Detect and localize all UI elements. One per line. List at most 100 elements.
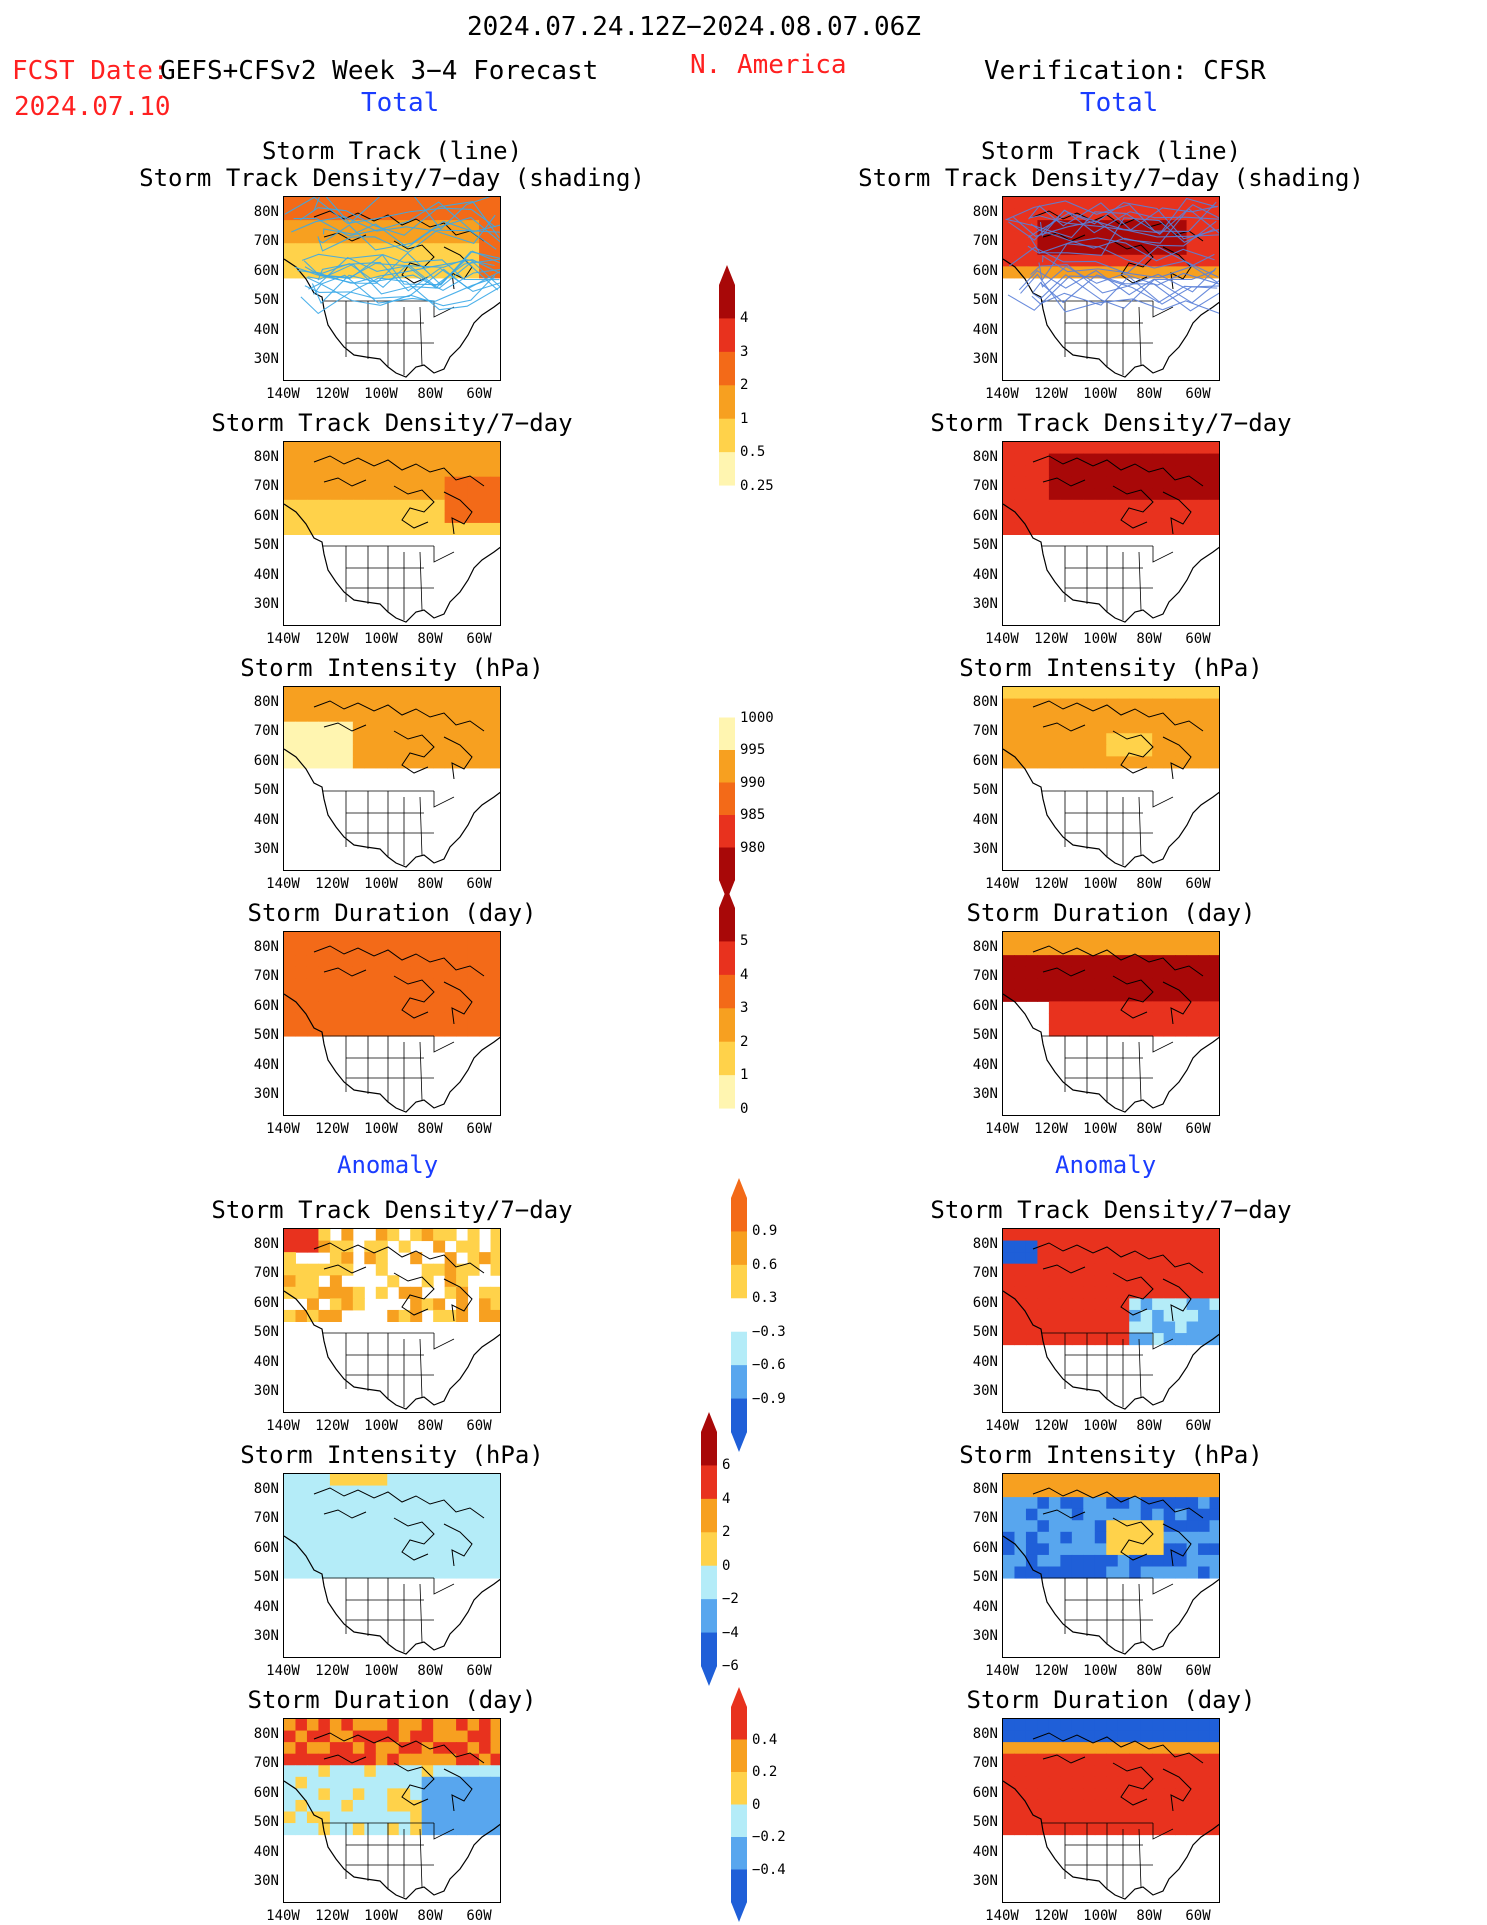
lat-tick-label: 30N <box>972 1383 998 1400</box>
shaded-cell <box>352 1497 365 1510</box>
shaded-cell <box>1152 1531 1165 1544</box>
shaded-cell <box>490 266 500 279</box>
shaded-cell <box>421 1531 434 1544</box>
lat-tick-label: 80N <box>253 204 279 220</box>
shaded-cell <box>1003 243 1015 256</box>
shaded-cell <box>341 1753 354 1766</box>
shaded-cell <box>341 266 354 279</box>
shaded-cell <box>398 1811 411 1824</box>
shaded-cell <box>1186 243 1199 256</box>
shaded-cell <box>1060 1554 1073 1567</box>
shaded-cell <box>1175 1554 1188 1567</box>
shaded-cell <box>1094 1776 1107 1789</box>
shaded-cell <box>444 499 457 512</box>
shaded-cell <box>421 698 434 711</box>
shaded-cell <box>1003 220 1015 233</box>
shaded-cell <box>295 476 308 489</box>
shaded-cell <box>1163 698 1176 711</box>
shaded-cell <box>1071 499 1084 512</box>
shaded-cell <box>295 1474 308 1487</box>
shaded-cell <box>1060 1753 1073 1766</box>
shaded-cell <box>433 488 446 501</box>
shaded-cell <box>490 1566 500 1579</box>
colorbar-segment <box>719 908 735 942</box>
shaded-cell <box>1152 687 1165 700</box>
shaded-cell <box>1129 1566 1142 1579</box>
shaded-cell <box>444 208 457 221</box>
shaded-cell <box>1003 756 1015 769</box>
lon-tick-label: 120W <box>1034 1121 1068 1137</box>
shaded-cell <box>364 1474 377 1487</box>
shaded-cell <box>352 1799 365 1812</box>
shaded-cell <box>479 511 492 524</box>
shaded-cell <box>318 1730 331 1743</box>
shaded-cell <box>375 721 388 734</box>
shaded-cell <box>1094 453 1107 466</box>
shaded-cell <box>1071 756 1084 769</box>
colorbar-label: −0.6 <box>752 1357 786 1374</box>
colorbar-segment <box>701 1599 717 1634</box>
lat-tick-label: 70N <box>972 478 998 495</box>
shaded-cell <box>387 1554 400 1567</box>
lat-tick-label: 30N <box>253 596 279 613</box>
shaded-cell <box>318 710 331 723</box>
shaded-cell <box>1186 1252 1199 1265</box>
shaded-cell <box>490 1012 500 1025</box>
shaded-cell <box>456 1742 469 1755</box>
shaded-cell <box>387 1531 400 1544</box>
shaded-cell <box>1163 442 1176 455</box>
shaded-cell <box>1003 522 1015 535</box>
shaded-cell <box>1094 710 1107 723</box>
shaded-cell <box>306 733 319 746</box>
shaded-cell <box>467 744 480 757</box>
shaded-cell <box>1025 1474 1038 1487</box>
shaded-cell <box>1198 744 1211 757</box>
shaded-cell <box>1209 733 1219 746</box>
shaded-cell <box>1071 733 1084 746</box>
shaded-cell <box>1083 1263 1096 1276</box>
shaded-cell <box>329 744 342 757</box>
shaded-cell <box>1048 1263 1061 1276</box>
shaded-cell <box>1037 733 1050 746</box>
lat-tick-label: 60N <box>253 1784 279 1801</box>
lon-tick-label: 120W <box>1034 876 1068 892</box>
shaded-cell <box>1186 710 1199 723</box>
shaded-cell <box>1037 1309 1050 1322</box>
shaded-cell <box>456 1811 469 1824</box>
shaded-cell <box>467 1823 480 1836</box>
shaded-cell <box>318 687 331 700</box>
shaded-cell <box>1094 1024 1107 1037</box>
colorbar-segment <box>731 1298 747 1333</box>
shaded-cell <box>1094 756 1107 769</box>
lat-tick-label: 70N <box>972 723 998 740</box>
lon-tick-label: 120W <box>315 876 349 892</box>
shaded-cell <box>306 1811 319 1824</box>
shaded-cell <box>456 1543 469 1556</box>
shaded-cell <box>433 442 446 455</box>
shaded-cell <box>1048 978 1061 991</box>
shaded-cell <box>410 978 423 991</box>
shaded-cell <box>352 1474 365 1487</box>
shaded-cell <box>410 687 423 700</box>
shaded-cell <box>306 1543 319 1556</box>
lat-tick-label: 70N <box>253 723 279 740</box>
map-panel <box>283 1718 501 1903</box>
storm-track-line <box>1042 246 1219 278</box>
shaded-cell <box>1083 1333 1096 1346</box>
shaded-cell <box>433 756 446 769</box>
shaded-cell <box>1014 710 1027 723</box>
shaded-cell <box>490 932 500 945</box>
shaded-cell <box>364 453 377 466</box>
colorbar-duration_anom <box>731 1687 747 1922</box>
shaded-cell <box>433 1474 446 1487</box>
shaded-cell <box>490 1298 500 1311</box>
shaded-cell <box>421 978 434 991</box>
panel-title: Storm Intensity (hPa) <box>959 654 1263 682</box>
colorbar-label: 0.9 <box>752 1223 778 1240</box>
shaded-cell <box>444 1742 457 1755</box>
shaded-cell <box>1163 1823 1176 1836</box>
shaded-cell <box>1209 1730 1219 1743</box>
shaded-cell <box>1129 243 1142 256</box>
shaded-cell <box>295 1543 308 1556</box>
storm-track-line <box>299 201 500 239</box>
